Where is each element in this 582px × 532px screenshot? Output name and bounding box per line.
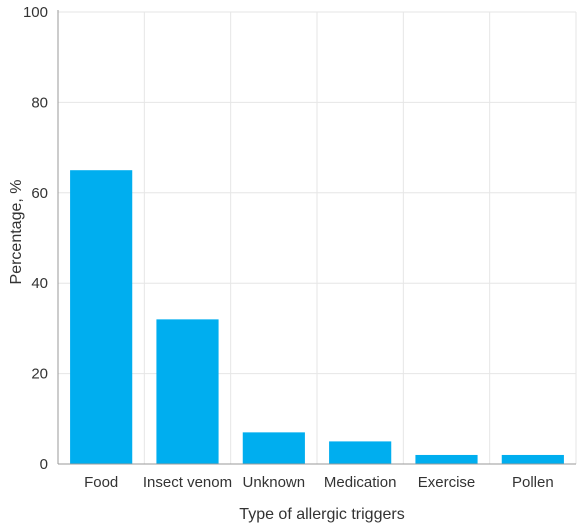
- y-tick-label: 60: [31, 185, 48, 202]
- y-tick-label: 40: [31, 275, 48, 292]
- bar: [415, 454, 478, 464]
- x-tick-label: Food: [84, 474, 118, 491]
- x-tick-labels: Food Insect venom Unknown Medication Exercis…: [84, 474, 554, 491]
- y-tick-label: 80: [31, 94, 48, 111]
- x-tick-label: Pollen: [512, 474, 554, 491]
- bar: [156, 319, 219, 464]
- bar: [70, 170, 133, 464]
- x-tick-label: Medication: [324, 474, 397, 491]
- x-tick-label: Exercise: [418, 474, 476, 491]
- x-tick-label: Unknown: [243, 474, 306, 491]
- y-tick-label: 100: [23, 4, 48, 21]
- y-tick-label: 20: [31, 366, 48, 383]
- bar: [242, 432, 305, 464]
- y-tick-labels: 0 20 40 60 80 100: [23, 4, 48, 473]
- x-axis-title: Type of allergic triggers: [239, 506, 404, 523]
- bar: [501, 454, 564, 464]
- grid-lines: [58, 11, 577, 464]
- bars: [70, 170, 564, 464]
- axes: [57, 10, 576, 465]
- x-tick-label: Insect venom: [143, 474, 232, 491]
- bar: [329, 441, 392, 464]
- y-tick-label: 0: [40, 456, 48, 473]
- y-axis-title: Percentage, %: [8, 180, 25, 285]
